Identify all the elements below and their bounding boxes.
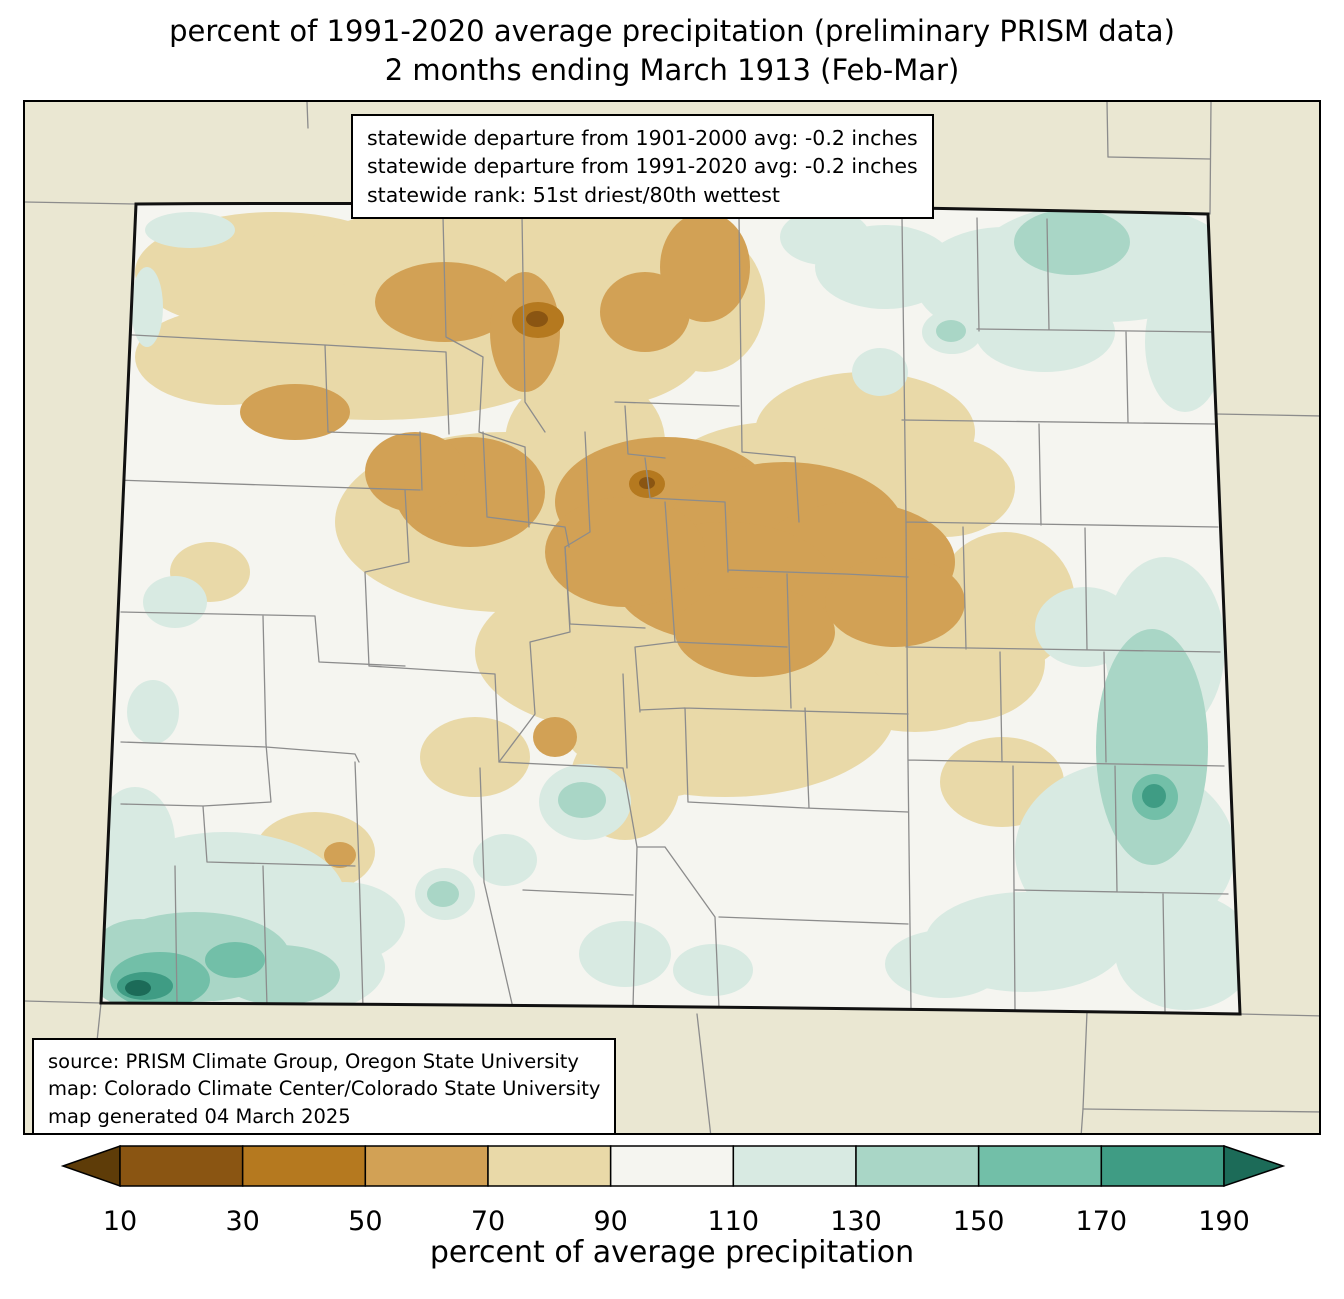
colorbar-arrow-right (1223, 1144, 1286, 1188)
stats-line-2: statewide departure from 1991-2020 avg: … (367, 154, 918, 179)
colorbar-segment (1100, 1145, 1225, 1187)
colorbar-segment (487, 1145, 612, 1187)
stats-line-1: statewide departure from 1901-2000 avg: … (367, 126, 918, 150)
colorbar-scale: 10 30 50 70 90 110 130 150 170 190 (60, 1144, 1286, 1237)
colorbar-segment (855, 1145, 980, 1187)
colorbar-arrow-left (60, 1144, 121, 1188)
source-line-3: map generated 04 March 2025 (48, 1104, 351, 1128)
title-line-1: percent of 1991-2020 average precipitati… (169, 14, 1175, 48)
colorbar-tick-label: 50 (348, 1206, 382, 1237)
precip-region-dry-spots (512, 302, 665, 498)
precipitation-shading (101, 203, 1240, 1014)
stats-box: statewide departure from 1901-2000 avg: … (351, 114, 934, 219)
colorbar-tick-label: 90 (593, 1206, 627, 1237)
stats-line-3: statewide rank: 51st driest/80th wettest (367, 182, 780, 207)
colorbar-segment (119, 1145, 244, 1187)
colorbar-tick-label: 10 (103, 1206, 137, 1237)
colorbar-tick-label: 150 (953, 1206, 1005, 1237)
page-title: percent of 1991-2020 average precipitati… (0, 12, 1344, 90)
colorbar-tick-label: 170 (1076, 1206, 1128, 1237)
neighbor-state-borders (25, 102, 1319, 1133)
source-line-2: map: Colorado Climate Center/Colorado St… (48, 1077, 601, 1101)
colorbar-segment (364, 1145, 489, 1187)
colorbar-tick-label: 70 (471, 1206, 505, 1237)
title-line-2: 2 months ending March 1913 (Feb-Mar) (384, 52, 960, 87)
colorbar-title: percent of average precipitation (429, 1235, 915, 1270)
colorbar-tick-label: 110 (708, 1206, 760, 1237)
colorado-precipitation-map (25, 102, 1319, 1133)
source-box: source: PRISM Climate Group, Oregon Stat… (32, 1038, 617, 1133)
colorbar-segment (609, 1145, 735, 1187)
precip-region-wet-spots (110, 774, 1178, 1008)
colorbar-tick-label: 190 (1198, 1206, 1250, 1237)
map-frame: statewide departure from 1901-2000 avg: … (23, 100, 1321, 1135)
colorbar: 10 30 50 70 90 110 130 150 170 190 (23, 1142, 1321, 1242)
colorbar-segment (977, 1145, 1103, 1187)
precip-region-50-70 (240, 212, 965, 868)
colorbar-segment (732, 1145, 857, 1187)
county-borders (112, 215, 1229, 1012)
precip-region-130-150 (101, 209, 1208, 1009)
colorbar-tick-label: 30 (225, 1206, 259, 1237)
colorbar-segment (241, 1145, 367, 1187)
colorbar-tick-label: 130 (830, 1206, 882, 1237)
source-line-1: source: PRISM Climate Group, Oregon Stat… (48, 1050, 579, 1073)
